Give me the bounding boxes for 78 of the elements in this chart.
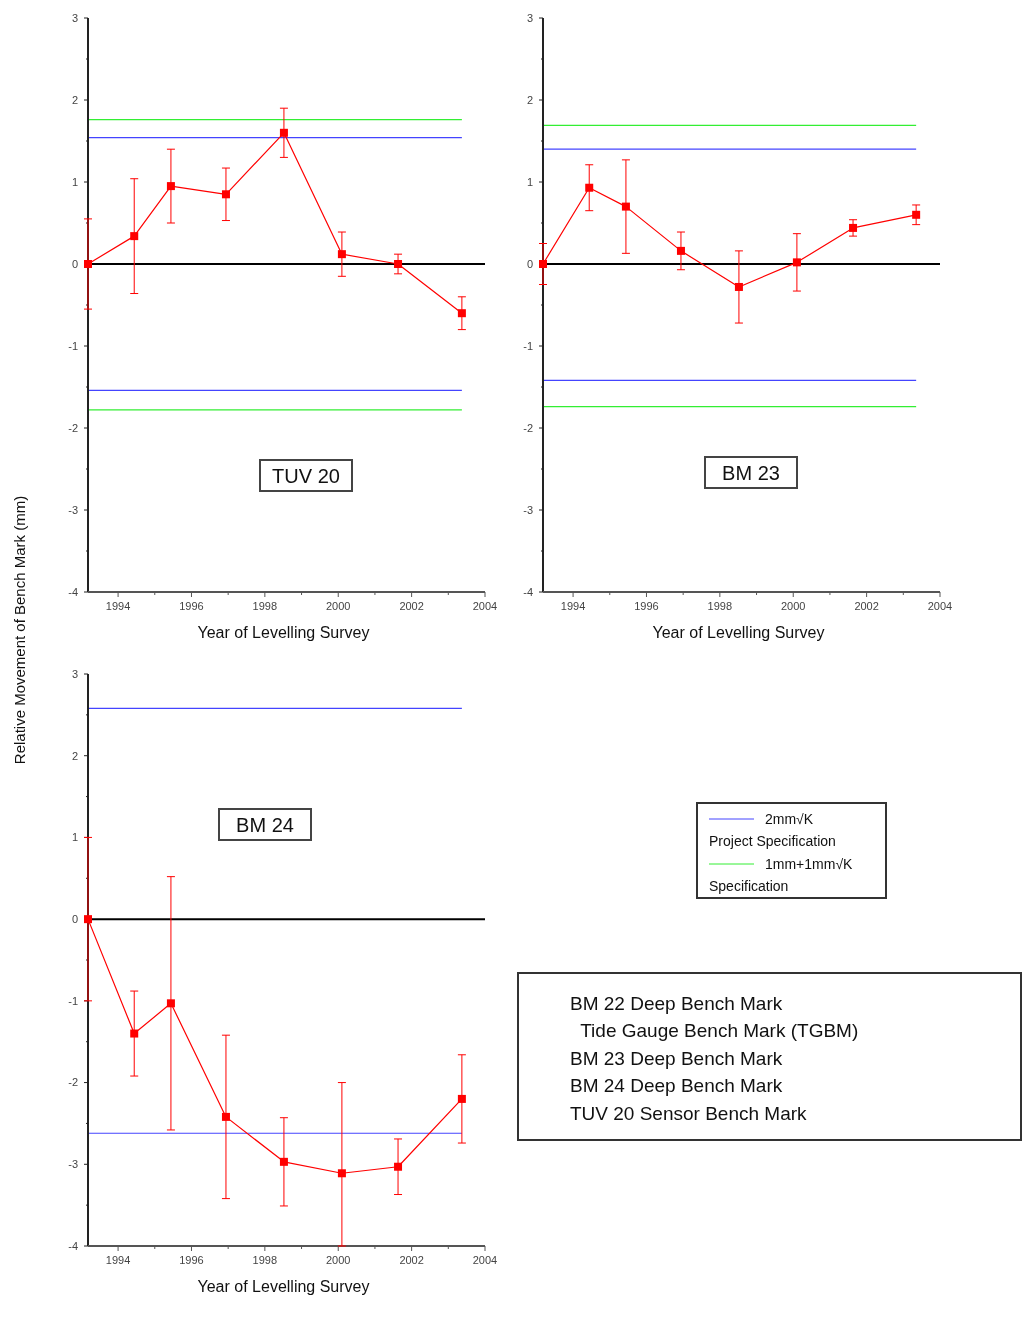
- y-tick-label: -2: [68, 421, 78, 434]
- text: TUV 20 Sensor Bench Mark: [570, 1102, 808, 1124]
- point: [130, 1029, 139, 1038]
- y-tick-label: -4: [523, 585, 533, 598]
- y-tick-label: 2: [526, 93, 533, 106]
- x-tick-label: 1996: [634, 600, 659, 612]
- legend-label: 1mm+1mm√K Specification: [709, 855, 854, 894]
- y-tick-label: 1: [71, 831, 78, 844]
- x-tick-label: 2000: [780, 600, 806, 612]
- x-axis-title: Year of Levelling Survey: [197, 1278, 370, 1295]
- point: [912, 210, 921, 219]
- y-tick-label: 0: [71, 912, 78, 925]
- y-tick-label: 1: [526, 175, 533, 188]
- y-tick-label: 3: [526, 11, 533, 24]
- x-tick-label: 1998: [707, 600, 733, 612]
- point: [337, 1169, 346, 1178]
- y-tick-label: -3: [68, 503, 78, 516]
- y-tick-label: -1: [68, 339, 78, 352]
- point: [166, 182, 175, 191]
- y-tick-label: 1: [71, 175, 78, 188]
- text: BM 22 Deep Bench Mark: [570, 992, 783, 1014]
- y-tick-label: 0: [71, 257, 78, 270]
- text: BM 23 Deep Bench Mark: [570, 1047, 783, 1069]
- x-tick-label: 2004: [927, 600, 953, 612]
- x-tick-label: 1998: [252, 1254, 278, 1266]
- point: [221, 190, 230, 199]
- text: BM 24 Deep Bench Mark: [570, 1075, 783, 1097]
- y-tick-label: -3: [68, 1158, 78, 1171]
- x-tick-label: 1994: [560, 600, 586, 612]
- text: BM 24: [236, 814, 294, 836]
- text: Tide Gauge Bench Mark (TGBM): [570, 1020, 859, 1042]
- point: [792, 258, 801, 267]
- point: [166, 999, 175, 1008]
- point: [621, 202, 630, 211]
- text: TUV 20: [272, 465, 340, 487]
- y-tick-label: 3: [71, 11, 78, 24]
- legend-label: 2mm√K Project Specification: [709, 810, 836, 849]
- y-tick-label: -1: [68, 994, 78, 1007]
- x-tick-label: 2004: [472, 1254, 498, 1266]
- y-tick-label: 2: [71, 749, 78, 762]
- y-tick-label: 3: [71, 667, 78, 680]
- point: [279, 128, 288, 137]
- x-tick-label: 2000: [325, 1254, 351, 1266]
- point: [394, 1162, 403, 1171]
- x-tick-label: 2004: [472, 600, 498, 612]
- point: [585, 183, 594, 192]
- y-tick-label: 2: [71, 93, 78, 106]
- x-tick-label: 1994: [105, 1254, 131, 1266]
- point: [130, 232, 139, 241]
- point: [676, 246, 685, 255]
- y-axis-title: Relative Movement of Bench Mark (mm): [11, 495, 28, 765]
- y-tick-label: -1: [523, 339, 533, 352]
- x-tick-label: 2002: [399, 1254, 424, 1266]
- point: [337, 250, 346, 259]
- x-tick-label: 2000: [325, 600, 351, 612]
- y-tick-label: -3: [523, 503, 533, 516]
- point: [457, 1094, 466, 1103]
- x-axis-title: Year of Levelling Survey: [197, 624, 370, 641]
- point: [221, 1112, 230, 1121]
- point: [279, 1157, 288, 1166]
- point: [457, 309, 466, 318]
- y-tick-label: -4: [68, 1239, 78, 1252]
- x-tick-label: 2002: [854, 600, 879, 612]
- x-tick-label: 2002: [399, 600, 424, 612]
- point: [394, 260, 403, 268]
- x-tick-label: 1998: [252, 600, 278, 612]
- text: BM 23: [722, 462, 780, 484]
- y-tick-label: -4: [68, 585, 78, 598]
- point: [734, 282, 743, 291]
- y-tick-label: -2: [68, 1076, 78, 1089]
- y-tick-label: 0: [526, 257, 533, 270]
- y-tick-label: -2: [523, 421, 533, 434]
- x-tick-label: 1994: [105, 600, 131, 612]
- x-tick-label: 1996: [179, 1254, 204, 1266]
- x-axis-title: Year of Levelling Survey: [652, 624, 825, 641]
- x-tick-label: 1996: [179, 600, 204, 612]
- point: [849, 223, 858, 232]
- point: [84, 915, 92, 924]
